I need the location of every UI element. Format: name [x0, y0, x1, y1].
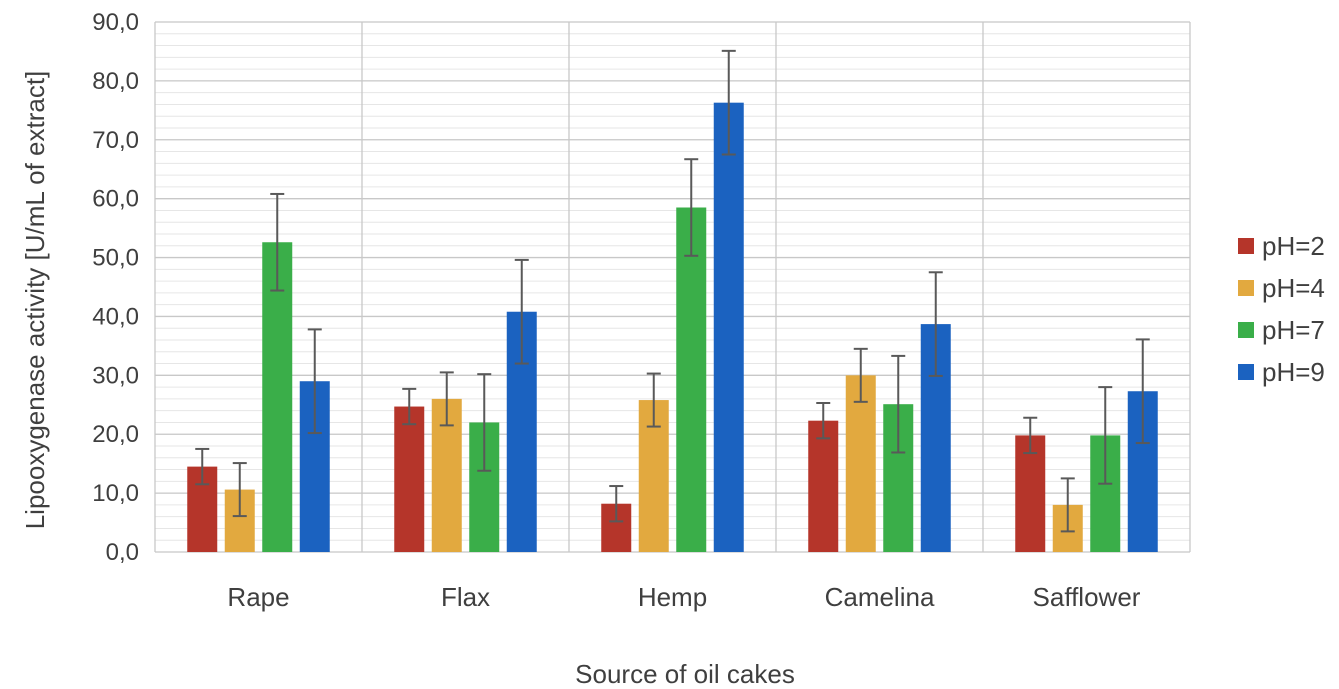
bar — [713, 102, 744, 552]
x-axis-title: Source of oil cakes — [575, 659, 795, 689]
y-tick-label: 60,0 — [92, 186, 139, 213]
legend-swatch — [1238, 238, 1254, 254]
bar — [845, 375, 876, 552]
y-tick-label: 70,0 — [92, 127, 139, 154]
bar — [1015, 435, 1046, 552]
y-tick-label: 0,0 — [106, 539, 139, 566]
legend-swatch — [1238, 322, 1254, 338]
bar — [808, 420, 839, 552]
y-tick-label: 20,0 — [92, 421, 139, 448]
y-tick-label: 80,0 — [92, 68, 139, 95]
legend-label: pH=4 — [1262, 273, 1325, 303]
y-tick-label: 30,0 — [92, 362, 139, 389]
y-tick-label: 50,0 — [92, 245, 139, 272]
x-category-label: Camelina — [825, 582, 935, 612]
x-category-label: Safflower — [1033, 582, 1141, 612]
x-category-label: Hemp — [638, 582, 707, 612]
legend-swatch — [1238, 364, 1254, 380]
y-tick-label: 10,0 — [92, 480, 139, 507]
legend-label: pH=7 — [1262, 315, 1325, 345]
bar — [676, 207, 707, 552]
y-axis-title: Lipooxygenase activity [U/mL of extract] — [20, 71, 50, 530]
legend-swatch — [1238, 280, 1254, 296]
legend-label: pH=9 — [1262, 357, 1325, 387]
y-tick-label: 40,0 — [92, 303, 139, 330]
category-separators — [154, 22, 1191, 552]
x-category-label: Flax — [441, 582, 490, 612]
x-axis-categories: Rape Flax Hemp Camelina Safflower — [227, 582, 1140, 612]
bar — [394, 406, 425, 552]
y-tick-label: 90,0 — [92, 9, 139, 36]
legend: pH=2 pH=4 pH=7 pH=9 — [1238, 231, 1325, 387]
x-category-label: Rape — [227, 582, 289, 612]
y-axis-ticks: 0,0 10,0 20,0 30,0 40,0 50,0 60,0 70,0 80,0 90,0 — [92, 9, 139, 566]
bars — [187, 102, 1158, 552]
bar — [262, 242, 293, 552]
error-bars — [195, 49, 1150, 533]
legend-label: pH=2 — [1262, 231, 1325, 261]
